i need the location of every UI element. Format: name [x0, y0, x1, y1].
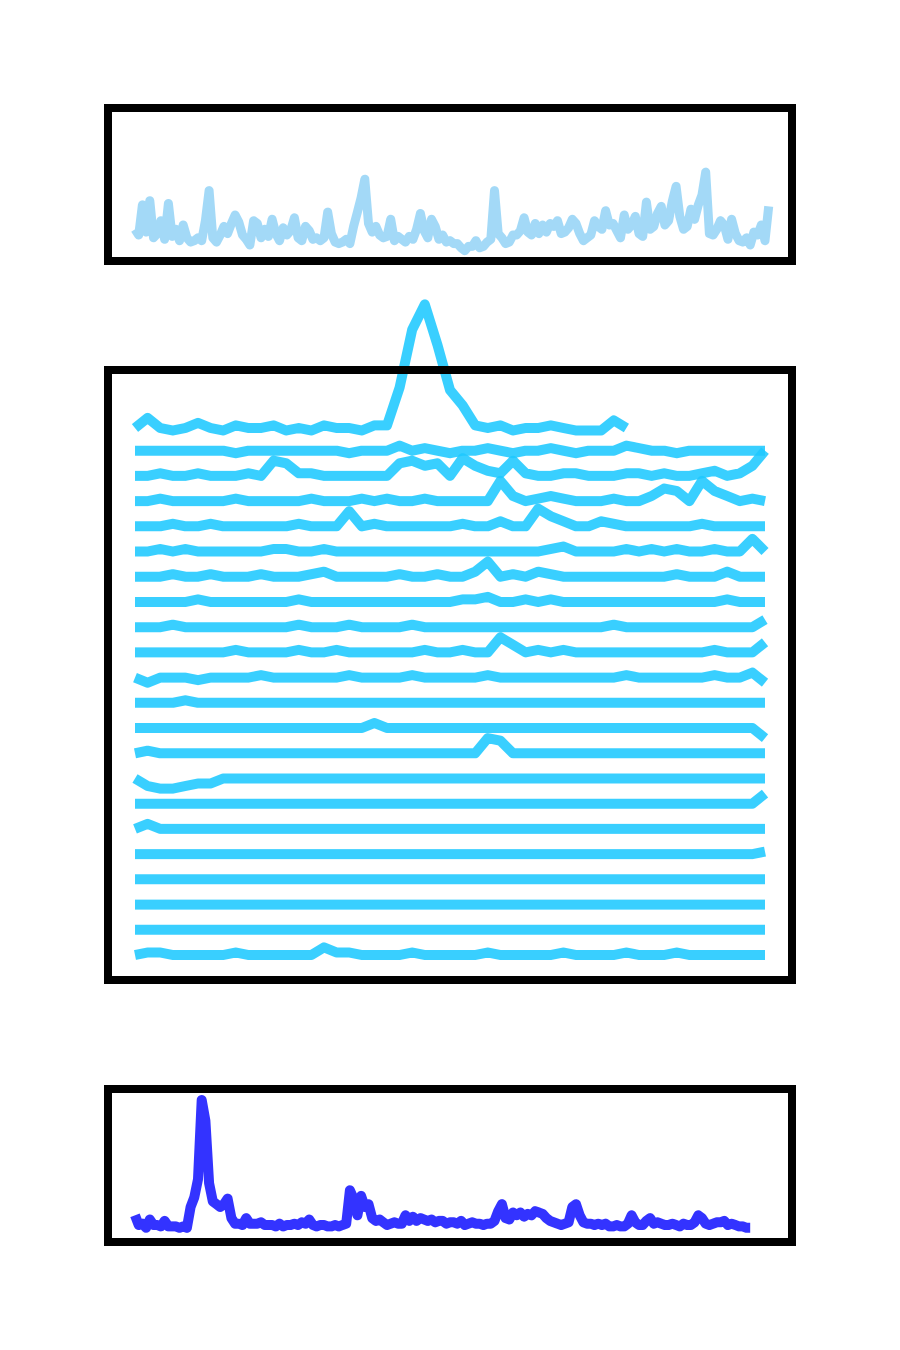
bottom-line-chart — [104, 1085, 796, 1246]
bottom-series-line-0 — [130, 1095, 752, 1233]
middle-series-line-16 — [133, 818, 765, 834]
middle-chart-frame — [104, 366, 796, 984]
middle-series-line-7 — [135, 591, 765, 607]
middle-series-line-3 — [135, 475, 766, 507]
bottom-chart-frame — [104, 1085, 796, 1246]
middle-series-line-1 — [135, 440, 765, 459]
middle-series-line-4 — [135, 503, 765, 532]
middle-series-line-12 — [135, 718, 769, 743]
middle-series-line-9 — [135, 632, 769, 658]
middle-series-line-11 — [135, 695, 765, 708]
middle-series-line-8 — [135, 615, 768, 633]
middle-stacked-line-chart — [104, 299, 796, 984]
middle-series-line-21 — [134, 942, 765, 960]
middle-series-line-15 — [135, 789, 769, 809]
middle-series-line-10 — [133, 667, 769, 688]
middle-series-line-0 — [131, 299, 629, 436]
middle-series-line-14 — [132, 773, 765, 794]
top-line-chart — [104, 104, 796, 265]
top-chart-frame — [104, 104, 796, 265]
middle-series-line-17 — [135, 846, 766, 860]
middle-series-line-6 — [135, 556, 765, 582]
top-series-line-0 — [131, 167, 774, 256]
middle-series-line-2 — [135, 447, 769, 481]
middle-series-line-13 — [133, 733, 765, 759]
middle-series-line-5 — [135, 533, 769, 557]
